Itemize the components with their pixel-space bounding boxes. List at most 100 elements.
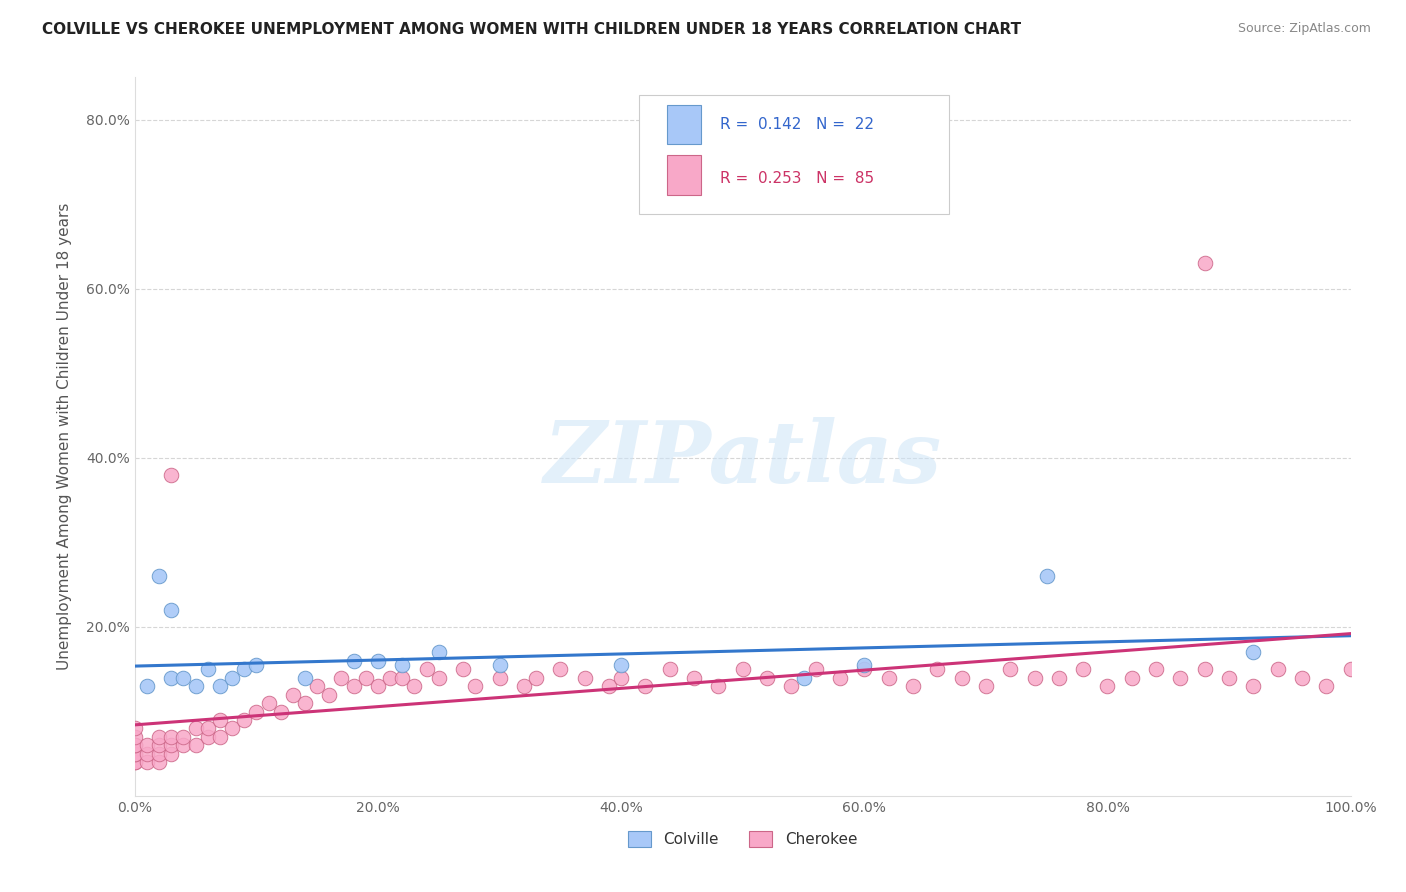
Point <box>598 679 620 693</box>
Point <box>160 467 183 482</box>
Point <box>148 730 170 744</box>
Text: Source: ZipAtlas.com: Source: ZipAtlas.com <box>1237 22 1371 36</box>
Text: R =  0.142   N =  22: R = 0.142 N = 22 <box>720 117 873 132</box>
Point <box>294 696 316 710</box>
Point <box>378 671 401 685</box>
Point <box>197 662 219 676</box>
Point <box>404 679 426 693</box>
Point <box>367 679 389 693</box>
Point <box>160 747 183 761</box>
Point <box>488 671 510 685</box>
Point <box>1194 256 1216 270</box>
Point <box>574 671 596 685</box>
Point <box>998 662 1021 676</box>
Point <box>1071 662 1094 676</box>
Point <box>427 671 450 685</box>
Point <box>330 671 353 685</box>
Point <box>1024 671 1046 685</box>
Point <box>172 671 194 685</box>
Point <box>184 739 207 753</box>
Point <box>184 722 207 736</box>
Point <box>974 679 997 693</box>
Point <box>208 713 231 727</box>
Point <box>853 662 876 676</box>
Point <box>245 705 267 719</box>
Point <box>415 662 437 676</box>
Y-axis label: Unemployment Among Women with Children Under 18 years: Unemployment Among Women with Children U… <box>58 203 72 671</box>
Point <box>367 654 389 668</box>
Point <box>513 679 536 693</box>
Point <box>756 671 779 685</box>
Point <box>172 739 194 753</box>
Point <box>257 696 280 710</box>
Point <box>927 662 949 676</box>
Point <box>233 713 256 727</box>
Point <box>1144 662 1167 676</box>
Text: ZIPatlas: ZIPatlas <box>544 417 942 500</box>
Point <box>610 658 633 673</box>
FancyBboxPatch shape <box>640 95 949 214</box>
Point <box>124 756 146 770</box>
Point <box>281 688 304 702</box>
Point <box>208 730 231 744</box>
Point <box>488 658 510 673</box>
Point <box>124 730 146 744</box>
Point <box>391 671 413 685</box>
Point <box>197 722 219 736</box>
Point <box>391 658 413 673</box>
Point <box>148 739 170 753</box>
Point <box>160 603 183 617</box>
Point <box>245 658 267 673</box>
Point <box>1170 671 1192 685</box>
Point <box>343 679 366 693</box>
Point <box>294 671 316 685</box>
Point <box>172 730 194 744</box>
Point <box>318 688 340 702</box>
Point <box>184 679 207 693</box>
Point <box>124 756 146 770</box>
Point <box>136 679 159 693</box>
Point <box>124 747 146 761</box>
Point <box>1241 679 1264 693</box>
Point <box>683 671 706 685</box>
Point <box>524 671 547 685</box>
Legend: Colville, Cherokee: Colville, Cherokee <box>623 825 863 853</box>
Point <box>464 679 486 693</box>
Point <box>1097 679 1119 693</box>
Point <box>1194 662 1216 676</box>
Point <box>148 756 170 770</box>
Point <box>160 739 183 753</box>
Point <box>148 569 170 583</box>
Point <box>658 662 681 676</box>
Point <box>124 722 146 736</box>
Point <box>160 671 183 685</box>
Point <box>780 679 803 693</box>
Text: COLVILLE VS CHEROKEE UNEMPLOYMENT AMONG WOMEN WITH CHILDREN UNDER 18 YEARS CORRE: COLVILLE VS CHEROKEE UNEMPLOYMENT AMONG … <box>42 22 1021 37</box>
Point <box>197 730 219 744</box>
Point <box>136 739 159 753</box>
Point <box>136 747 159 761</box>
Point <box>451 662 474 676</box>
Point <box>731 662 754 676</box>
Point <box>124 739 146 753</box>
Point <box>233 662 256 676</box>
Point <box>124 747 146 761</box>
Point <box>1267 662 1289 676</box>
Point <box>1035 569 1057 583</box>
Point <box>950 671 973 685</box>
Point <box>792 671 814 685</box>
Point <box>343 654 366 668</box>
Point <box>853 658 876 673</box>
Point <box>901 679 924 693</box>
Point <box>1218 671 1240 685</box>
Point <box>124 739 146 753</box>
Point <box>136 756 159 770</box>
Point <box>804 662 827 676</box>
Point <box>634 679 657 693</box>
Point <box>1291 671 1313 685</box>
Point <box>160 730 183 744</box>
FancyBboxPatch shape <box>668 155 702 194</box>
Point <box>307 679 329 693</box>
Point <box>354 671 377 685</box>
FancyBboxPatch shape <box>668 104 702 145</box>
